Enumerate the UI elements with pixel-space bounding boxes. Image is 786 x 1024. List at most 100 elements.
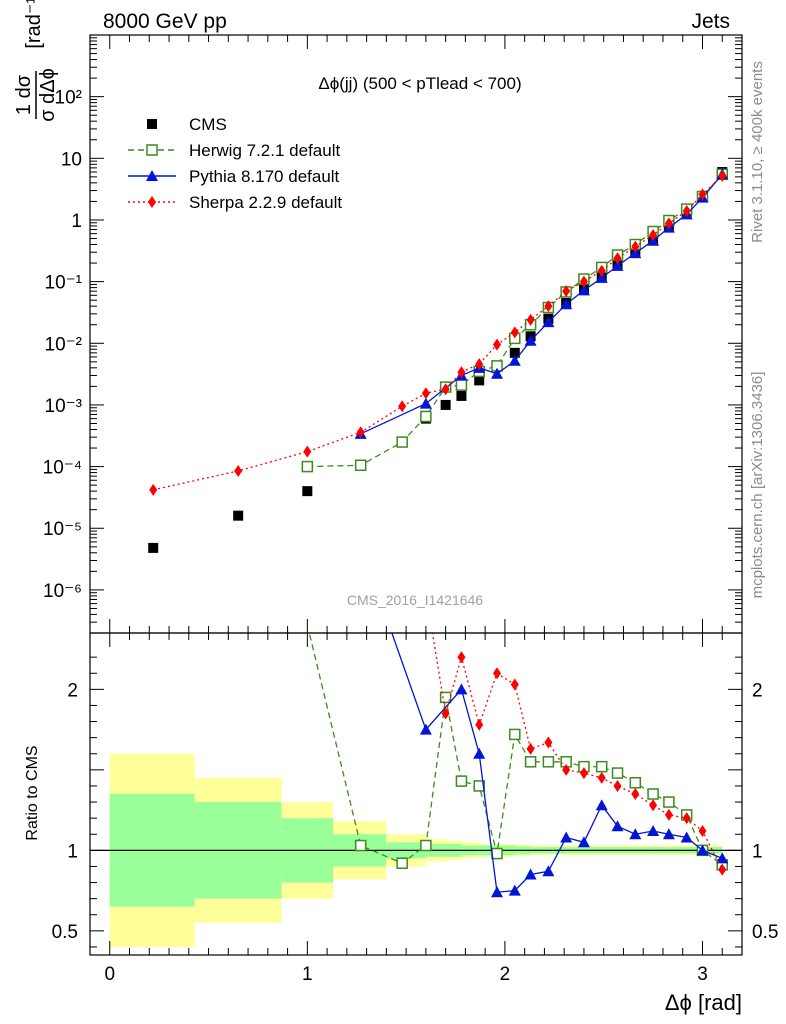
data-point xyxy=(457,651,466,664)
data-point xyxy=(544,300,553,313)
data-point xyxy=(629,776,642,789)
legend-label: Sherpa 2.2.9 default xyxy=(189,193,342,212)
data-point xyxy=(595,271,608,283)
data-point xyxy=(354,839,367,852)
data-point xyxy=(510,326,519,339)
main-y-tick-label: 10⁻⁵ xyxy=(43,519,82,540)
header-left: 8000 GeV pp xyxy=(103,10,227,33)
data-point xyxy=(509,728,521,741)
legend-marker xyxy=(146,170,158,181)
legend-entry: CMS xyxy=(147,115,227,134)
data-point xyxy=(419,397,432,409)
legend: CMS Herwig 7.2.1 default Pythia 8.170 defa… xyxy=(128,115,342,212)
x-tick-label: 0 xyxy=(104,964,115,985)
data-point xyxy=(597,264,606,277)
legend-label: Pythia 8.170 default xyxy=(189,167,340,186)
ratio-y-tick-label-right: 1 xyxy=(752,841,763,862)
data-point xyxy=(629,828,642,840)
data-point xyxy=(419,723,432,735)
svg-text:σ dΔϕ: σ dΔϕ xyxy=(37,68,59,122)
main-y-tick-label: 10⁻⁶ xyxy=(43,581,82,602)
data-point xyxy=(579,767,588,780)
data-point xyxy=(647,788,659,800)
data-point xyxy=(682,204,691,217)
data-point xyxy=(579,275,588,288)
data-point xyxy=(544,736,553,749)
svg-text:1 dσ: 1 dσ xyxy=(13,74,35,115)
data-point xyxy=(301,460,314,473)
plot-title: Δϕ(jj) (500 < pTlead < 700) xyxy=(318,74,521,93)
data-point xyxy=(718,169,727,182)
data-point xyxy=(396,857,408,869)
data-point xyxy=(611,259,624,271)
data-point xyxy=(508,354,521,366)
data-point xyxy=(354,459,367,472)
legend-marker xyxy=(146,144,158,156)
data-point xyxy=(649,229,658,242)
main-y-tick-label: 10² xyxy=(55,88,82,109)
data-point xyxy=(420,839,432,852)
series-line xyxy=(307,173,723,468)
data-point xyxy=(680,831,693,843)
data-point xyxy=(455,379,468,391)
legend-label: Herwig 7.2.1 default xyxy=(189,141,340,160)
data-point xyxy=(493,338,502,351)
data-point xyxy=(631,240,640,253)
data-point xyxy=(542,865,555,877)
main-y-tick-label: 10⁻⁴ xyxy=(43,458,82,479)
x-tick-label: 2 xyxy=(500,964,511,985)
main-y-tick-label: 10⁻² xyxy=(45,334,83,355)
data-point xyxy=(562,763,571,776)
data-point xyxy=(491,886,504,898)
main-y-tick-label: 10 xyxy=(61,149,82,170)
data-point xyxy=(647,825,660,837)
data-point xyxy=(649,799,658,812)
main-y-axis-label: 1 dσ σ dΔϕ [rad⁻¹] xyxy=(13,0,59,122)
data-point xyxy=(474,375,485,386)
data-point xyxy=(441,707,450,720)
main-frame xyxy=(89,34,743,634)
data-point xyxy=(234,464,243,477)
data-point xyxy=(475,358,484,371)
data-point xyxy=(698,188,707,201)
data-point xyxy=(611,820,624,832)
data-point xyxy=(560,298,573,310)
data-point xyxy=(577,284,590,296)
svg-text:[rad⁻¹]: [rad⁻¹] xyxy=(23,0,45,49)
data-point xyxy=(149,483,158,496)
data-point xyxy=(613,779,622,792)
data-point xyxy=(491,367,504,379)
data-point xyxy=(355,538,367,549)
data-point xyxy=(631,788,640,800)
header-right: Jets xyxy=(691,10,730,33)
data-point xyxy=(493,667,502,680)
series-herwig-main xyxy=(301,168,728,473)
ratio-y-tick-label-right: 0.5 xyxy=(752,922,778,943)
data-point xyxy=(508,884,521,896)
data-point xyxy=(613,252,622,265)
data-point xyxy=(560,831,573,843)
side-label-rivet: Rivet 3.1.10, ≥ 400k events xyxy=(749,61,766,243)
data-point xyxy=(148,542,159,553)
series-line xyxy=(360,173,723,435)
series-sherpa-ratio xyxy=(431,633,727,876)
data-point xyxy=(526,742,535,755)
data-point xyxy=(356,426,365,439)
legend-entry: Pythia 8.170 default xyxy=(128,167,340,186)
data-point xyxy=(698,825,707,838)
main-y-tick-label: 10⁻¹ xyxy=(45,273,83,294)
ratio-y-tick-label: 0.5 xyxy=(52,922,78,943)
watermark: CMS_2016_I1421646 xyxy=(347,592,483,608)
ratio-y-axis-label: Ratio to CMS xyxy=(24,745,41,840)
data-point xyxy=(473,780,485,792)
data-point xyxy=(441,383,450,396)
legend-marker xyxy=(148,196,156,208)
main-y-tick-label: 1 xyxy=(71,211,82,232)
legend-entry: Herwig 7.2.1 default xyxy=(128,141,340,160)
data-point xyxy=(473,747,486,759)
data-point xyxy=(696,844,709,856)
legend-entry: Sherpa 2.2.9 default xyxy=(128,193,342,212)
data-point xyxy=(562,285,571,298)
